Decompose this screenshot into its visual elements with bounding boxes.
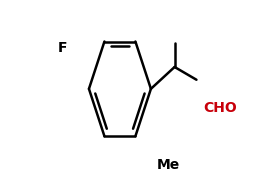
Text: Me: Me — [157, 158, 180, 172]
Text: F: F — [58, 41, 67, 55]
Text: CHO: CHO — [203, 101, 236, 115]
